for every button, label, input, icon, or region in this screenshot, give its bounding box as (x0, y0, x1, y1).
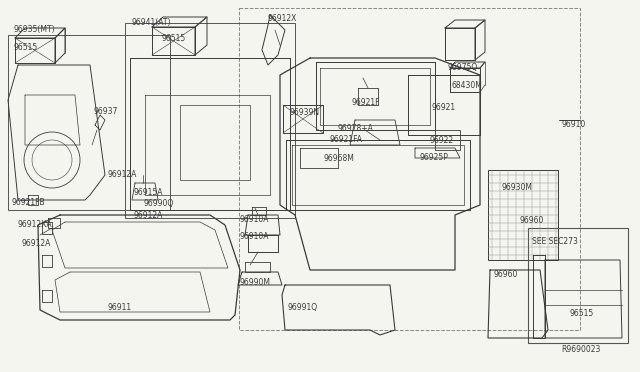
Text: 96990M: 96990M (239, 278, 270, 287)
Text: 96991Q: 96991Q (287, 303, 317, 312)
Text: 96912A: 96912A (108, 170, 138, 179)
Text: 96915A: 96915A (134, 188, 163, 197)
Text: 96910: 96910 (561, 120, 585, 129)
Text: 96911: 96911 (108, 303, 132, 312)
Text: 96925P: 96925P (419, 153, 448, 162)
Text: 96937: 96937 (93, 107, 117, 116)
Text: 96912X: 96912X (268, 14, 298, 23)
Text: 96910A: 96910A (239, 215, 269, 224)
Text: 96939N: 96939N (290, 108, 320, 117)
Text: 96960: 96960 (519, 216, 543, 225)
Text: 96515: 96515 (13, 43, 37, 52)
Text: 96935(MT): 96935(MT) (13, 25, 54, 34)
Bar (8, 35, 170, 210)
Text: 96941(AT): 96941(AT) (132, 18, 172, 27)
Text: 96922: 96922 (430, 136, 454, 145)
Text: 96912A: 96912A (22, 239, 51, 248)
Text: 96930M: 96930M (501, 183, 532, 192)
Text: SEE SEC273: SEE SEC273 (532, 237, 578, 246)
Bar (528, 228, 628, 343)
Text: 96921F: 96921F (352, 98, 381, 107)
Text: 96912A: 96912A (134, 211, 163, 220)
Text: 96960: 96960 (494, 270, 518, 279)
Text: 68430M: 68430M (451, 81, 482, 90)
Text: 96515: 96515 (570, 309, 595, 318)
Text: 96910A: 96910A (239, 232, 269, 241)
Text: 96921FA: 96921FA (330, 135, 363, 144)
Text: R9690023: R9690023 (561, 345, 600, 354)
Text: 96515: 96515 (162, 34, 186, 43)
Bar (125, 23, 295, 218)
Bar (180, 105, 250, 180)
Bar (283, 105, 323, 133)
Text: 96990Q: 96990Q (144, 199, 174, 208)
Text: 96975Q: 96975Q (448, 63, 478, 72)
Text: 96912XA: 96912XA (18, 220, 52, 229)
Text: 96968M: 96968M (323, 154, 354, 163)
Bar (239, 8, 580, 330)
Text: 96921FB: 96921FB (12, 198, 45, 207)
Bar (488, 170, 558, 260)
Text: 96921: 96921 (431, 103, 455, 112)
Text: 96978+A: 96978+A (338, 124, 374, 133)
